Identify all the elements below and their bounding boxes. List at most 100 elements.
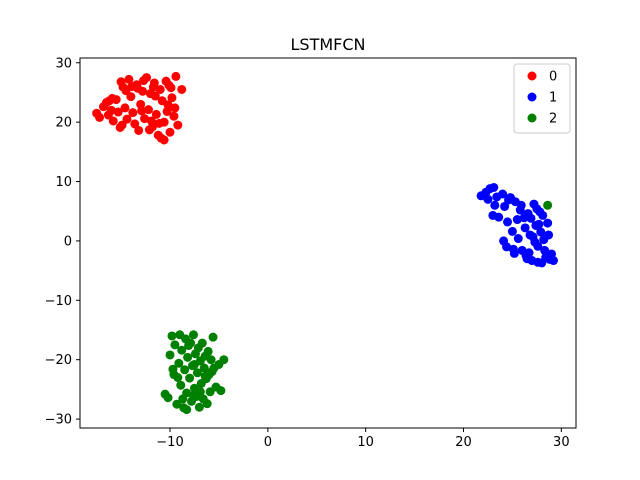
point-series-1: [548, 256, 558, 266]
point-series-0: [108, 116, 118, 126]
point-series-2: [182, 405, 192, 415]
legend-label-0: 0: [549, 70, 557, 85]
legend-marker-1: [527, 92, 537, 102]
point-series-1: [532, 204, 542, 214]
point-series-2: [207, 367, 217, 377]
point-series-1: [502, 242, 512, 252]
point-series-2: [197, 338, 207, 348]
point-series-2: [177, 345, 187, 355]
point-series-1: [503, 195, 513, 205]
point-series-2: [188, 390, 198, 400]
point-series-2: [543, 200, 553, 210]
legend-label-2: 2: [549, 112, 557, 127]
point-series-2: [173, 373, 183, 383]
point-series-1: [543, 218, 553, 228]
y-tick-label: −30: [45, 413, 72, 428]
point-series-2: [188, 330, 198, 340]
point-series-0: [130, 119, 140, 129]
point-series-2: [219, 355, 229, 365]
point-series-0: [171, 71, 181, 81]
point-series-0: [126, 92, 136, 102]
point-series-2: [184, 340, 194, 350]
point-series-1: [513, 234, 523, 244]
point-series-0: [113, 107, 123, 117]
point-series-1: [498, 189, 508, 199]
point-series-0: [128, 108, 138, 118]
point-series-0: [155, 84, 165, 94]
point-series-0: [106, 105, 116, 115]
point-series-0: [104, 96, 114, 106]
point-series-1: [542, 250, 552, 260]
point-series-2: [202, 399, 212, 409]
chart-title: LSTMFCN: [291, 35, 366, 54]
point-series-0: [146, 116, 156, 126]
point-series-0: [159, 135, 169, 145]
point-series-2: [195, 387, 205, 397]
point-series-2: [206, 355, 216, 365]
point-series-0: [144, 125, 154, 135]
point-series-2: [208, 332, 218, 342]
point-series-0: [133, 83, 143, 93]
point-series-0: [120, 103, 130, 113]
point-series-2: [203, 346, 213, 356]
point-series-1: [489, 182, 499, 192]
legend-box: [513, 63, 571, 134]
y-tick-label: 10: [55, 175, 72, 190]
point-series-0: [148, 82, 158, 92]
point-series-1: [512, 215, 522, 225]
point-series-0: [117, 120, 127, 130]
point-series-0: [165, 127, 175, 137]
point-series-1: [503, 217, 513, 227]
point-series-1: [483, 194, 493, 204]
point-series-1: [536, 227, 546, 237]
point-series-2: [185, 373, 195, 383]
y-tick-label: −20: [45, 353, 72, 368]
point-series-2: [170, 340, 180, 350]
point-series-0: [140, 114, 150, 124]
point-series-2: [194, 402, 204, 412]
point-series-1: [530, 237, 540, 247]
point-series-1: [526, 213, 536, 223]
point-series-2: [172, 399, 182, 409]
point-series-0: [173, 120, 183, 130]
point-series-2: [165, 350, 175, 360]
point-series-0: [134, 125, 144, 135]
point-series-1: [500, 201, 510, 211]
point-series-0: [124, 74, 134, 84]
x-tick-label: 20: [455, 435, 472, 450]
point-series-1: [538, 210, 548, 220]
point-series-1: [516, 200, 526, 210]
point-series-0: [143, 105, 153, 115]
point-series-0: [151, 109, 161, 119]
point-series-2: [199, 363, 209, 373]
point-series-1: [544, 230, 554, 240]
point-series-0: [122, 114, 132, 124]
point-series-1: [509, 248, 519, 258]
point-series-0: [177, 84, 187, 94]
y-tick-label: 30: [55, 56, 72, 71]
legend: 0 1 2: [513, 63, 571, 134]
point-series-0: [137, 106, 147, 116]
data-points: [92, 71, 558, 415]
point-series-0: [95, 112, 105, 122]
point-series-2: [180, 365, 190, 375]
point-series-1: [490, 200, 500, 210]
legend-marker-2: [527, 113, 537, 123]
point-series-1: [533, 257, 543, 267]
point-series-2: [192, 368, 202, 378]
point-series-0: [154, 118, 164, 128]
point-series-2: [183, 352, 193, 362]
point-series-0: [164, 80, 174, 90]
y-tick-label: −10: [45, 294, 72, 309]
point-series-2: [189, 359, 199, 369]
point-series-0: [162, 106, 172, 116]
point-series-2: [163, 393, 173, 403]
point-series-1: [522, 254, 532, 264]
x-tick-label: 10: [357, 435, 374, 450]
plot-frame: [79, 57, 577, 429]
y-tick-label: 20: [55, 116, 72, 131]
x-tick-label: 30: [553, 435, 570, 450]
x-tick-label: 0: [264, 435, 272, 450]
